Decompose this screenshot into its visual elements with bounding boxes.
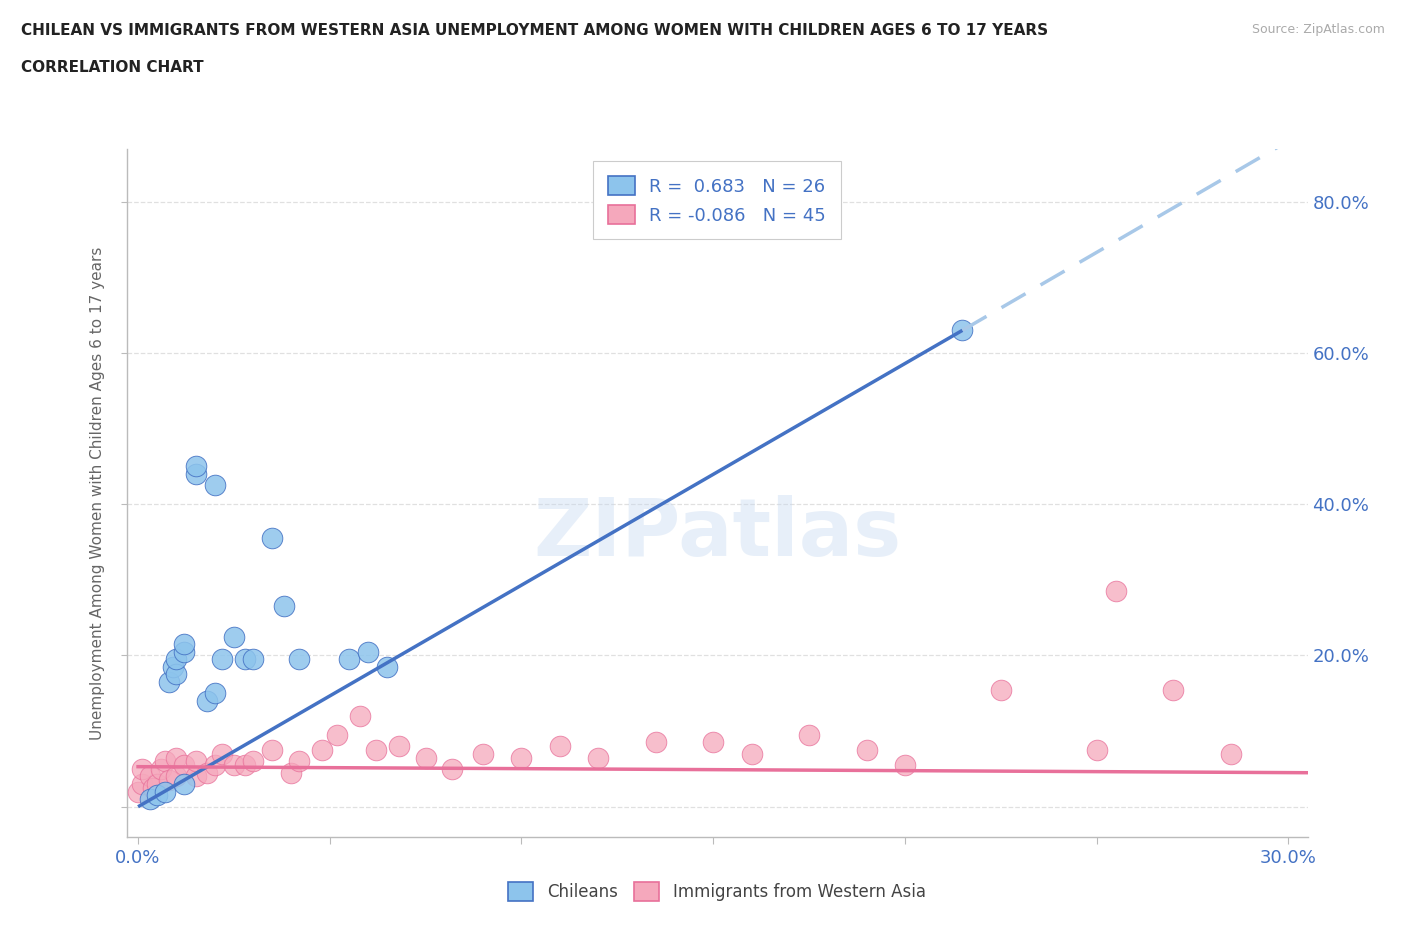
Point [204,758,226,773]
Point [415,751,437,765]
Point [157,773,180,788]
Point [702,735,724,750]
Point [235,758,257,773]
Point [162,659,184,674]
Point [364,742,387,757]
Point [952,323,974,338]
Point [894,758,917,773]
Point [1085,742,1108,757]
Point [131,777,153,791]
Point [195,694,218,709]
Point [311,742,333,757]
Point [150,762,173,777]
Text: CORRELATION CHART: CORRELATION CHART [21,60,204,75]
Point [184,459,207,474]
Point [242,754,264,769]
Point [173,777,195,791]
Point [165,751,187,765]
Text: Source: ZipAtlas.com: Source: ZipAtlas.com [1251,23,1385,36]
Point [644,735,666,750]
Point [288,652,311,667]
Point [138,791,160,806]
Point [131,762,153,777]
Point [586,751,609,765]
Point [173,637,195,652]
Point [165,769,187,784]
Point [153,754,176,769]
Point [142,780,165,795]
Point [357,644,380,659]
Point [204,685,226,700]
Point [548,738,571,753]
Point [1163,682,1185,697]
Point [157,674,180,689]
Point [510,751,533,765]
Point [127,784,149,799]
Text: ZIPatlas: ZIPatlas [533,495,901,573]
Point [173,758,195,773]
Point [184,754,207,769]
Point [337,652,360,667]
Point [1105,584,1128,599]
Text: CHILEAN VS IMMIGRANTS FROM WESTERN ASIA UNEMPLOYMENT AMONG WOMEN WITH CHILDREN A: CHILEAN VS IMMIGRANTS FROM WESTERN ASIA … [21,23,1049,38]
Point [204,478,226,493]
Legend: Chileans, Immigrants from Western Asia: Chileans, Immigrants from Western Asia [502,876,932,908]
Point [146,788,169,803]
Point [855,742,877,757]
Point [222,630,245,644]
Point [235,652,257,667]
Point [211,747,233,762]
Point [280,765,302,780]
Point [326,727,349,742]
Point [797,727,820,742]
Point [165,652,187,667]
Point [173,644,195,659]
Point [138,769,160,784]
Point [441,762,464,777]
Point [288,754,311,769]
Point [472,747,495,762]
Point [184,769,207,784]
Point [262,531,284,546]
Point [184,467,207,482]
Point [273,599,295,614]
Point [153,784,176,799]
Point [741,747,763,762]
Point [195,765,218,780]
Y-axis label: Unemployment Among Women with Children Ages 6 to 17 years: Unemployment Among Women with Children A… [90,246,105,739]
Point [165,667,187,682]
Point [262,742,284,757]
Point [990,682,1012,697]
Point [375,659,398,674]
Point [349,709,371,724]
Point [211,652,233,667]
Point [1219,747,1241,762]
Point [222,758,245,773]
Point [146,777,169,791]
Point [242,652,264,667]
Point [388,738,411,753]
